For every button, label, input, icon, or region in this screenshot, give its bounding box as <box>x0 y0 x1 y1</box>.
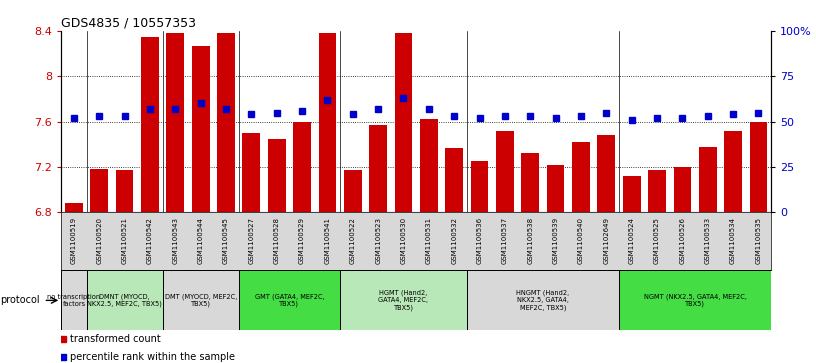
Text: protocol: protocol <box>0 295 40 305</box>
Bar <box>623 176 641 212</box>
Text: HNGMT (Hand2,
NKX2.5, GATA4,
MEF2C, TBX5): HNGMT (Hand2, NKX2.5, GATA4, MEF2C, TBX5… <box>517 290 570 311</box>
Text: NGMT (NKX2.5, GATA4, MEF2C,
TBX5): NGMT (NKX2.5, GATA4, MEF2C, TBX5) <box>644 293 747 307</box>
Text: GSM1100524: GSM1100524 <box>628 217 635 264</box>
Bar <box>344 170 361 212</box>
Bar <box>725 131 742 212</box>
Bar <box>572 142 590 212</box>
Text: GSM1100519: GSM1100519 <box>71 217 77 264</box>
Bar <box>395 33 412 212</box>
Text: GSM1100534: GSM1100534 <box>730 217 736 264</box>
Text: GSM1100542: GSM1100542 <box>147 217 153 264</box>
Text: GSM1100541: GSM1100541 <box>325 217 330 264</box>
Bar <box>192 46 210 212</box>
Bar <box>420 119 437 212</box>
Text: percentile rank within the sample: percentile rank within the sample <box>70 352 235 362</box>
Bar <box>166 33 184 212</box>
Text: GSM1100533: GSM1100533 <box>705 217 711 264</box>
Bar <box>446 148 463 212</box>
Bar <box>467 270 619 330</box>
Bar <box>238 270 340 330</box>
Text: GSM1100526: GSM1100526 <box>680 217 685 264</box>
Text: GSM1100537: GSM1100537 <box>502 217 508 264</box>
Bar <box>91 169 108 212</box>
Text: DMNT (MYOCD,
NKX2.5, MEF2C, TBX5): DMNT (MYOCD, NKX2.5, MEF2C, TBX5) <box>87 293 162 307</box>
Text: HGMT (Hand2,
GATA4, MEF2C,
TBX5): HGMT (Hand2, GATA4, MEF2C, TBX5) <box>379 290 428 311</box>
Text: GSM1100545: GSM1100545 <box>223 217 229 264</box>
Text: GSM1100532: GSM1100532 <box>451 217 457 264</box>
Text: GSM1100521: GSM1100521 <box>122 217 127 264</box>
Bar <box>370 125 387 212</box>
Bar <box>86 270 162 330</box>
Text: GSM1100520: GSM1100520 <box>96 217 102 264</box>
Text: GSM1100523: GSM1100523 <box>375 217 381 264</box>
Text: GSM1100531: GSM1100531 <box>426 217 432 264</box>
Bar <box>673 167 691 212</box>
Text: GSM1100527: GSM1100527 <box>248 217 255 264</box>
Bar <box>521 153 539 212</box>
Text: GSM1100539: GSM1100539 <box>552 217 559 264</box>
Text: GSM1100530: GSM1100530 <box>401 217 406 264</box>
Bar <box>619 270 771 330</box>
Bar <box>648 170 666 212</box>
Bar <box>340 270 467 330</box>
Bar <box>547 165 565 212</box>
Text: GSM1100522: GSM1100522 <box>350 217 356 264</box>
Text: GSM1100529: GSM1100529 <box>299 217 305 264</box>
Text: GSM1100535: GSM1100535 <box>756 217 761 264</box>
Bar <box>65 203 82 212</box>
Text: GSM1100543: GSM1100543 <box>172 217 178 264</box>
Bar <box>597 135 615 212</box>
Bar <box>116 170 134 212</box>
Bar <box>698 147 716 212</box>
Text: GSM1100544: GSM1100544 <box>197 217 204 264</box>
Text: GSM1100540: GSM1100540 <box>578 217 584 264</box>
Bar <box>293 122 311 212</box>
Bar <box>242 133 260 212</box>
Text: GSM1100525: GSM1100525 <box>654 217 660 264</box>
Bar <box>217 33 235 212</box>
Bar <box>318 33 336 212</box>
Bar <box>471 161 489 212</box>
Text: no transcription
factors: no transcription factors <box>47 294 100 307</box>
Bar <box>268 139 286 212</box>
Text: GSM1100528: GSM1100528 <box>273 217 280 264</box>
Text: GDS4835 / 10557353: GDS4835 / 10557353 <box>61 17 196 30</box>
Bar <box>750 122 767 212</box>
Text: GSM1102649: GSM1102649 <box>603 217 610 264</box>
Text: GSM1100536: GSM1100536 <box>477 217 482 264</box>
Bar <box>61 270 86 330</box>
Bar <box>496 131 514 212</box>
Text: GSM1100538: GSM1100538 <box>527 217 533 264</box>
Bar <box>141 37 159 212</box>
Text: DMT (MYOCD, MEF2C,
TBX5): DMT (MYOCD, MEF2C, TBX5) <box>165 293 237 307</box>
Text: GMT (GATA4, MEF2C,
TBX5): GMT (GATA4, MEF2C, TBX5) <box>255 293 324 307</box>
Bar <box>162 270 238 330</box>
Text: transformed count: transformed count <box>70 334 161 344</box>
